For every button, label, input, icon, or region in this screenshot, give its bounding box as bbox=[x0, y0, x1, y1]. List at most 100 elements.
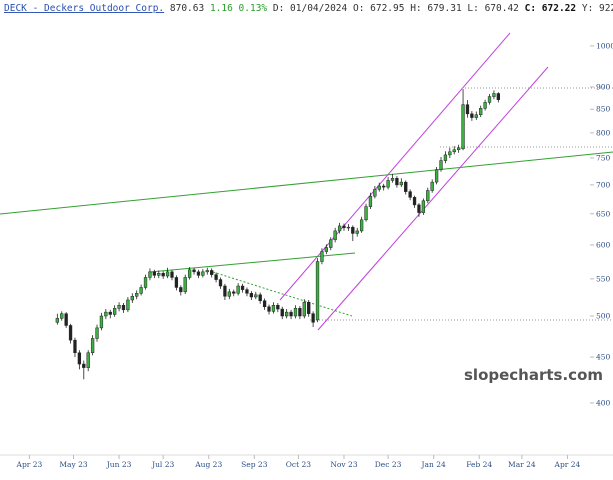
candle-body bbox=[73, 339, 77, 354]
candle-body bbox=[293, 308, 298, 317]
candle-body bbox=[121, 304, 126, 311]
x-tick-label: Jan 24 bbox=[421, 460, 446, 469]
x-tick-label: May 23 bbox=[59, 460, 88, 469]
candle-body bbox=[315, 261, 320, 321]
low: L: 670.42 bbox=[467, 3, 518, 14]
candle-body bbox=[86, 352, 90, 368]
candle-body bbox=[470, 113, 474, 118]
candle-body bbox=[456, 147, 461, 151]
candle-body bbox=[267, 306, 271, 312]
x-tick-label: Jun 23 bbox=[106, 460, 132, 469]
candle-body bbox=[412, 197, 417, 206]
candle-body bbox=[126, 299, 130, 311]
candle-body bbox=[408, 191, 412, 198]
candle-body bbox=[55, 318, 59, 323]
candle-body bbox=[364, 206, 368, 221]
candle-body bbox=[108, 311, 112, 315]
candle-body bbox=[201, 271, 205, 276]
candle-body bbox=[99, 315, 104, 329]
candle-body bbox=[461, 104, 465, 150]
change: 1.16 0.13% bbox=[210, 3, 267, 14]
candle-body bbox=[298, 308, 302, 317]
x-tick-label: Sep 23 bbox=[241, 460, 268, 469]
candle-body bbox=[82, 363, 86, 368]
candle-body bbox=[95, 327, 99, 339]
candle-body bbox=[320, 251, 324, 262]
y-tick-label: 800 bbox=[596, 128, 611, 137]
open: O: 672.95 bbox=[353, 3, 404, 14]
candle-body bbox=[404, 181, 408, 192]
candle-body bbox=[276, 304, 280, 310]
y-tick-label: 550 bbox=[596, 274, 611, 283]
trend-line bbox=[0, 151, 613, 215]
y-tick-label: 500 bbox=[596, 312, 611, 321]
candle-body bbox=[448, 151, 452, 156]
candle-body bbox=[421, 200, 426, 213]
candle-body bbox=[395, 178, 399, 186]
candle-body bbox=[285, 311, 289, 317]
y-tick-label: 600 bbox=[596, 240, 611, 249]
candle-body bbox=[487, 96, 492, 103]
candle-body bbox=[183, 277, 187, 293]
candle-body bbox=[192, 269, 196, 273]
candle-body bbox=[346, 226, 351, 229]
x-tick-label: Feb 24 bbox=[466, 460, 492, 469]
candle-body bbox=[223, 285, 227, 297]
candle-body bbox=[280, 308, 284, 317]
candle-body bbox=[311, 313, 315, 323]
y-tick-label: 1000 bbox=[596, 41, 613, 50]
candle-body bbox=[262, 300, 267, 308]
candle-body bbox=[113, 308, 117, 315]
candle-body bbox=[165, 271, 170, 277]
candle-body bbox=[443, 154, 448, 161]
date: D: 01/04/2024 bbox=[273, 3, 348, 14]
candle-body bbox=[386, 180, 390, 188]
candle-body bbox=[245, 289, 249, 294]
candle-body bbox=[196, 271, 201, 276]
candle-body bbox=[324, 247, 328, 252]
candle-body bbox=[210, 270, 214, 275]
candle-body bbox=[187, 269, 192, 278]
candle-body bbox=[205, 270, 209, 273]
candle-body bbox=[452, 149, 456, 153]
candle-body bbox=[232, 291, 236, 294]
candle-body bbox=[179, 287, 183, 293]
candle-body bbox=[479, 108, 483, 116]
year-high: Y: 922.50 bbox=[582, 3, 613, 14]
candle-body bbox=[271, 304, 276, 312]
candle-body bbox=[333, 230, 337, 241]
channel-line bbox=[279, 32, 511, 301]
candle-body bbox=[240, 285, 245, 290]
x-tick-label: Apr 24 bbox=[554, 460, 581, 469]
candle-body bbox=[289, 311, 293, 317]
header: DECK - Deckers Outdoor Corp. 870.63 1.16… bbox=[4, 3, 613, 14]
candle-body bbox=[329, 239, 333, 248]
x-tick-label: Nov 23 bbox=[330, 460, 357, 469]
candle-body bbox=[104, 311, 108, 317]
candle-body bbox=[258, 294, 262, 301]
candle-body bbox=[307, 301, 311, 314]
candle-body bbox=[249, 293, 254, 298]
y-tick-label: 450 bbox=[596, 353, 611, 362]
candle-body bbox=[174, 277, 179, 288]
candle-body bbox=[77, 352, 82, 365]
candle-body bbox=[390, 178, 395, 181]
candle-body bbox=[465, 104, 470, 115]
candle-body bbox=[399, 181, 403, 186]
candle-body bbox=[218, 279, 223, 287]
high: H: 679.31 bbox=[410, 3, 462, 14]
y-tick-label: 700 bbox=[596, 180, 611, 189]
candle-body bbox=[152, 271, 157, 276]
candle-body bbox=[227, 291, 231, 297]
candle-body bbox=[60, 313, 64, 319]
candle-body bbox=[377, 185, 381, 190]
x-tick-label: Mar 24 bbox=[508, 460, 536, 469]
candle-body bbox=[170, 271, 174, 278]
y-tick-label: 750 bbox=[596, 154, 611, 163]
symbol[interactable]: DECK - Deckers Outdoor Corp. bbox=[4, 3, 164, 14]
candle-body bbox=[64, 313, 68, 326]
y-tick-label: 900 bbox=[596, 82, 611, 91]
y-tick-label: 850 bbox=[596, 105, 611, 114]
candle-body bbox=[148, 271, 152, 278]
